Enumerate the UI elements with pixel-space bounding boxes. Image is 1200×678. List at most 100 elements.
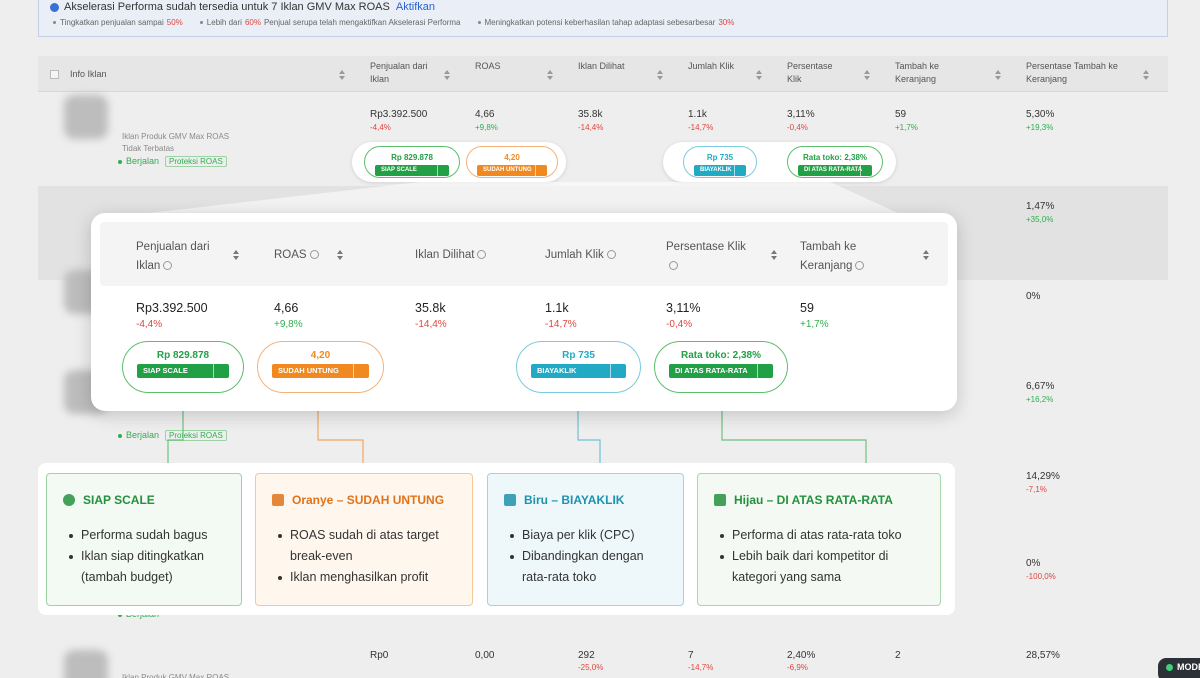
- banner-text: Penjual serupa telah mengaktifkan Aksele…: [263, 18, 461, 27]
- legend-container: SIAP SCALE Performa sudah bagus Iklan siap…: [38, 463, 955, 615]
- card-list: Performa di atas rata-rata toko Lebih bai…: [716, 525, 926, 588]
- badge-label-bar: SUDAH UNTUNG: [272, 364, 369, 378]
- zoom-header: Penjualan dari Iklan ROAS Iklan Dilihat Jum…: [100, 222, 948, 286]
- badge-label: SUDAH UNTUNG: [278, 366, 339, 375]
- badge-pill: Rp 735 BIAYAKLIK: [516, 341, 641, 393]
- sort-up: [233, 250, 239, 254]
- banner-text: Tingkatkan penjualan sampai: [60, 18, 164, 27]
- zoom-column-header: Iklan Dilihat: [415, 246, 510, 265]
- item-dot: [278, 576, 282, 580]
- sort-up: [995, 70, 1001, 74]
- banner-highlight: 30%: [718, 18, 735, 27]
- badge-label: DI ATAS RATA-RATA: [804, 167, 863, 173]
- zoom-column-label: ROAS: [274, 249, 307, 261]
- info-icon: [163, 261, 173, 271]
- cell-value: 35.8k: [578, 109, 603, 120]
- info-icon: [606, 250, 616, 260]
- sort-up: [771, 250, 777, 254]
- connector: [167, 392, 184, 474]
- card-title: Biru – BIAYAKLIK: [524, 493, 625, 507]
- mode-pill[interactable]: MODE: [1158, 658, 1200, 678]
- mode-text: MODE: [1177, 662, 1200, 672]
- status-dot: [118, 433, 122, 438]
- badge-label-bar: SUDAH UNTUNG: [477, 165, 547, 176]
- card-item: Lebih baik dari kompetitor di kategori y…: [716, 546, 922, 588]
- banner-bullets: Tingkatkan penjualan sampai 50% Lebih dari…: [53, 17, 751, 29]
- card-item: Biaya per klik (CPC): [506, 525, 662, 546]
- bullet-dot: [199, 21, 203, 25]
- sort-up: [337, 250, 343, 254]
- item-dot: [69, 534, 73, 538]
- sort-up: [864, 70, 870, 74]
- legend-card: Hijau – DI ATAS RATA-RATA Performa di ata…: [697, 473, 941, 606]
- zoom-panel: Penjualan dari Iklan ROAS Iklan Dilihat Jum…: [91, 213, 957, 411]
- banner-bullet: Lebih dari 60% Penjual serupa telah mengak…: [199, 18, 464, 27]
- sort-icon: [657, 70, 663, 80]
- zoom-column-header: ROAS: [274, 246, 359, 265]
- cell-change: +9,8%: [475, 123, 498, 132]
- info-icon: [309, 250, 319, 260]
- sort-up: [444, 70, 450, 74]
- item-dot: [278, 534, 282, 538]
- card-title: Oranye – SUDAH UNTUNG: [292, 493, 445, 507]
- zoom-cell-change: -0,4%: [666, 319, 693, 330]
- cell-value: 0%: [1026, 291, 1041, 302]
- badge-label: BIAYAKLIK: [700, 167, 732, 173]
- cell-change: -0,4%: [787, 123, 808, 132]
- sort-icon: [923, 250, 929, 260]
- zoom-cell-value: 59: [800, 301, 814, 315]
- sort-icon: [995, 70, 1001, 80]
- sort-icon: [233, 250, 239, 260]
- zoom-column-label: Persentase Klik: [666, 241, 746, 253]
- zoom-cell-value: 4,66: [274, 301, 299, 315]
- sort-icon: [547, 70, 553, 80]
- badge-info: [535, 165, 547, 176]
- mode-dot: [1166, 664, 1173, 671]
- banner: Akselerasi Performa sudah tersedia untuk…: [38, 0, 1168, 37]
- card-list: Biaya per klik (CPC) Dibandingkan dengan …: [506, 525, 666, 588]
- badge-label-bar: SIAP SCALE: [137, 364, 229, 378]
- zoom-cell-change: +1,7%: [800, 319, 829, 330]
- status-tag: Proteksi ROAS: [165, 156, 227, 167]
- zoom-cell-change: -14,7%: [545, 319, 577, 330]
- zoom-column-label: Iklan Dilihat: [415, 249, 475, 261]
- badge-label: BIAYAKLIK: [537, 366, 577, 375]
- sort-down: [339, 76, 345, 80]
- zoom-wedge: [140, 182, 900, 214]
- card-item: ROAS sudah di atas target break-even: [274, 525, 440, 567]
- badge-value: Rata toko: 2,38%: [802, 153, 868, 162]
- card-icon: [714, 494, 726, 506]
- ad-name: Iklan Produk GMV Max ROAS: [122, 132, 230, 141]
- item-dot: [69, 555, 73, 559]
- cell-value: 4,66: [475, 109, 495, 120]
- sort-up: [657, 70, 663, 74]
- bullet-dot: [477, 21, 481, 25]
- table-header: Info Iklan Penjualan dari Iklan ROAS Iklan …: [38, 56, 1168, 92]
- badge-group: Rp 829.878 SIAP SCALE 4,20 SUDAH UNTUNG: [352, 142, 566, 182]
- info-icon: [855, 261, 865, 271]
- cell-value: 14,29%: [1026, 471, 1060, 482]
- badge-pill: Rp 829.878 SIAP SCALE: [364, 146, 460, 178]
- card-item: Iklan siap ditingkatkan (tambah budget): [65, 546, 231, 588]
- badge-value: 4,20: [310, 350, 331, 361]
- column-header: Persentase Tambah ke Keranjang: [1026, 61, 1118, 84]
- status-line: Berjalan Proteksi ROAS: [118, 430, 227, 441]
- cell-change: -14,7%: [688, 123, 714, 132]
- item-dot: [720, 534, 724, 538]
- badge-label-bar: SIAP SCALE: [375, 165, 449, 176]
- sort-down: [995, 76, 1001, 80]
- cell-change: +1,7%: [895, 123, 918, 132]
- badge-info: [353, 364, 369, 378]
- badge-pill: Rata toko: 2,38% DI ATAS RATA-RATA: [654, 341, 788, 393]
- badge-pill: Rata toko: 2,38% DI ATAS RATA-RATA: [787, 146, 883, 178]
- badge-label-bar: BIAYAKLIK: [531, 364, 626, 378]
- connector: [317, 392, 364, 474]
- badge-label-bar: DI ATAS RATA-RATA: [669, 364, 773, 378]
- sort-down: [547, 76, 553, 80]
- item-text: Lebih baik dari kompetitor di kategori y…: [732, 549, 889, 584]
- badge-info: [213, 364, 229, 378]
- sort-icon: [1143, 70, 1149, 80]
- badge-value: Rp 735: [562, 350, 595, 361]
- banner-link[interactable]: Aktifkan: [395, 1, 435, 13]
- badge-value: 4,20: [504, 153, 520, 162]
